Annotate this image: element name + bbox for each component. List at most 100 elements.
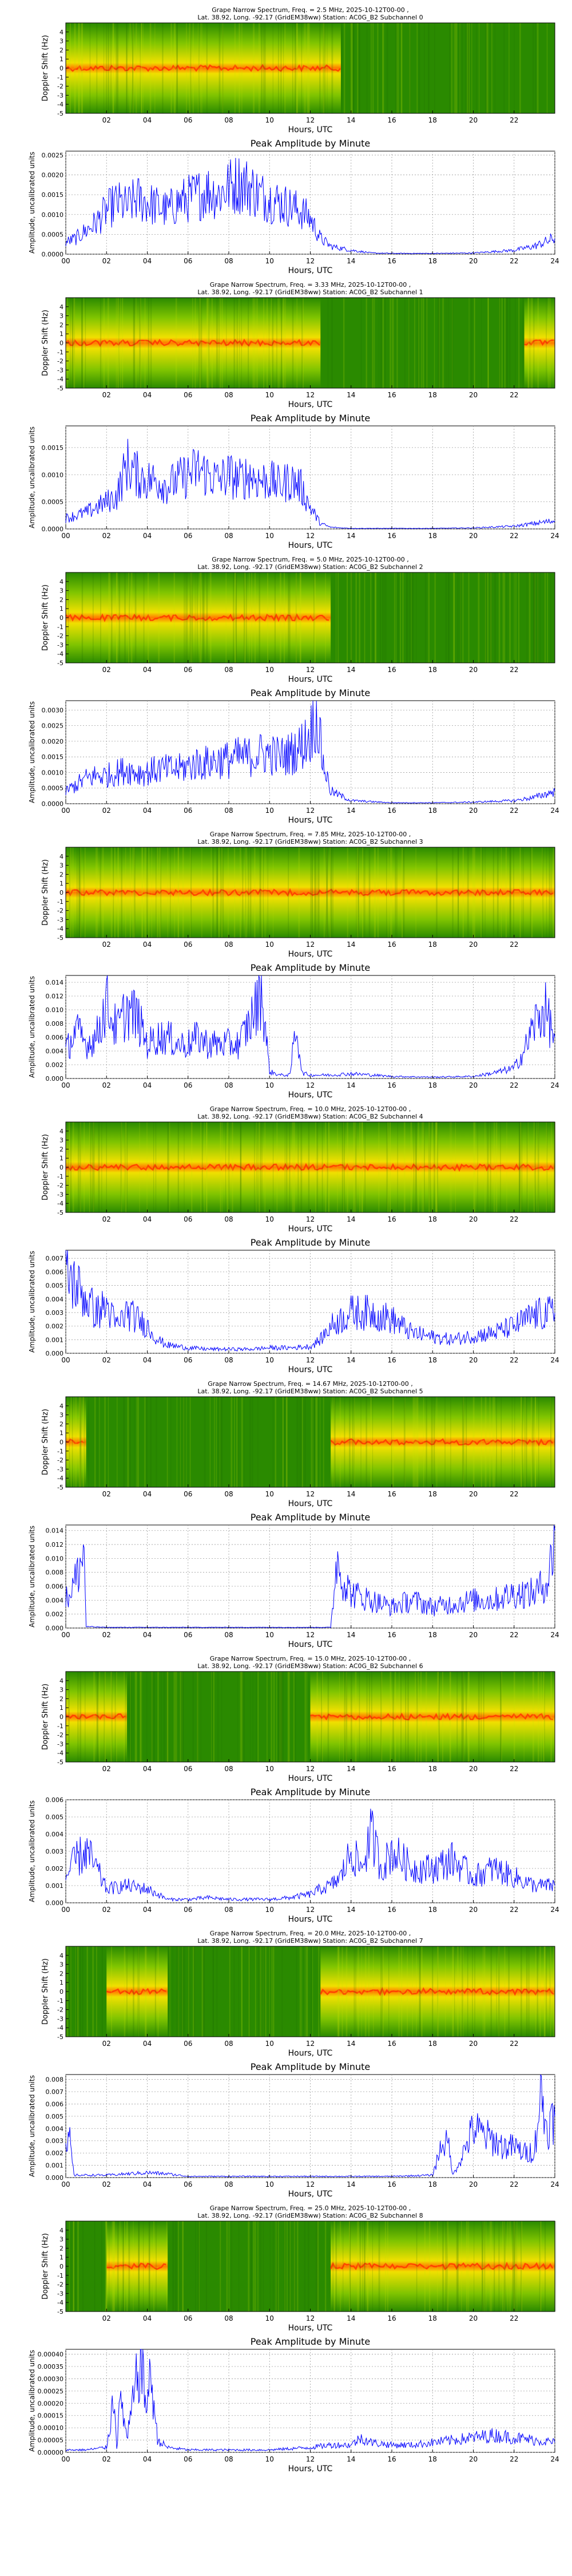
spectrogram-streak [117, 23, 119, 113]
x-tick-label: 24 [550, 257, 559, 265]
spectrogram-panel-16: Grape Narrow Spectrum, Freq. = 25.0 MHz,… [41, 2204, 557, 2333]
spectrogram-streak [484, 2221, 486, 2312]
spectrogram-streak [117, 2221, 119, 2312]
y-tick-label: 0.010 [46, 1006, 64, 1014]
spectrogram-streak [118, 572, 121, 663]
spectrogram-subtitle: Lat. 38.92, Long. -92.17 (GridEM38ww) St… [197, 1937, 423, 1945]
spectrogram-streak [301, 1397, 303, 1487]
x-tick-label: 16 [387, 1356, 396, 1364]
spectrogram-streak [550, 1672, 552, 1762]
spectrogram-streak [159, 847, 161, 938]
spectrogram-streak [226, 298, 227, 388]
spectrogram-streak [422, 1122, 423, 1212]
spectrogram-streak [249, 1946, 251, 2037]
spectrogram-streak [138, 2221, 140, 2312]
spectrogram-streak [282, 1397, 284, 1487]
spectrogram-streak [436, 1397, 438, 1487]
spectrogram-streak [189, 1397, 191, 1487]
spectrogram-streak [272, 298, 274, 388]
spectrogram-subtitle: Lat. 38.92, Long. -92.17 (GridEM38ww) St… [197, 2212, 423, 2219]
spectrogram-streak [553, 1946, 555, 2037]
spectrogram-streak [297, 1122, 299, 1212]
spectrogram-streak [531, 1397, 534, 1487]
spectrogram-title: Grape Narrow Spectrum, Freq. = 3.33 MHz,… [210, 281, 411, 289]
carrier-trace [106, 2262, 166, 2270]
spectrogram-streak [514, 1397, 515, 1487]
spectrogram-streak [528, 298, 530, 388]
spectrogram-streak [124, 1397, 125, 1487]
spectrogram-streak [283, 1672, 284, 1762]
spectrogram-streak [494, 572, 496, 663]
spectrogram-streak [294, 2221, 296, 2312]
spectrogram-streak [547, 298, 549, 388]
spectrogram-streak [206, 298, 209, 388]
spectrogram-streak [428, 572, 430, 663]
y-tick-label: 2 [59, 1145, 63, 1153]
spectrogram-streak [499, 1672, 502, 1762]
spectrogram-streak [543, 1946, 545, 2037]
y-tick-label: 0.004 [46, 1295, 64, 1303]
spectrogram-streak [120, 298, 121, 388]
spectrogram-streak [180, 1946, 182, 2037]
spectrogram-streak [68, 1672, 70, 1762]
spectrogram-streak [537, 1672, 539, 1762]
spectrogram-streak [72, 298, 73, 388]
y-axis-label: Doppler Shift (Hz) [41, 1684, 50, 1750]
spectrogram-streak [293, 1122, 295, 1212]
spectrogram-streak [458, 847, 459, 938]
spectrogram-streak [404, 1397, 406, 1487]
spectrogram-streak [277, 23, 279, 113]
spectrogram-streak [350, 23, 352, 113]
spectrogram-streak [461, 1672, 463, 1762]
y-axis-label: Amplitude, uncalibrated units [28, 426, 36, 528]
spectrogram-streak [471, 23, 472, 113]
spectrogram-streak [114, 1672, 116, 1762]
spectrogram-streak [132, 847, 134, 938]
spectrogram-streak [413, 1122, 415, 1212]
spectrogram-streak [296, 1946, 297, 2037]
spectrogram-streak [527, 1122, 529, 1212]
spectrogram-streak [522, 298, 525, 388]
spectrogram-streak [97, 847, 98, 938]
spectrogram-streak [267, 1672, 268, 1762]
spectrogram-streak [301, 1946, 303, 2037]
x-tick-label: 02 [102, 1081, 111, 1089]
spectrogram-streak [80, 1946, 81, 2037]
y-tick-label: -3 [57, 366, 63, 374]
spectrogram-streak [306, 1946, 307, 2037]
spectrogram-streak [197, 1672, 198, 1762]
spectrogram-streak [80, 1397, 82, 1487]
y-tick-label: 0.0005 [42, 499, 64, 506]
spectrogram-streak [366, 1672, 368, 1762]
x-tick-label: 02 [102, 1906, 111, 1914]
x-tick-label: 16 [387, 257, 396, 265]
spectrogram-streak [332, 1397, 333, 1487]
spectrogram-streak [374, 572, 376, 663]
spectrogram-streak [82, 1397, 85, 1487]
spectrogram-streak [364, 572, 366, 663]
amplitude-panel-1: Peak Amplitude by Minute0.00000.00050.00… [28, 138, 559, 275]
spectrogram-streak [231, 1397, 233, 1487]
spectrogram-streak [287, 2221, 288, 2312]
y-tick-label: 0.00040 [38, 2351, 64, 2358]
spectrogram-streak [467, 23, 469, 113]
spectrogram-streak [513, 2221, 515, 2312]
x-tick-label: 14 [347, 1356, 355, 1364]
spectrogram-streak [434, 23, 435, 113]
x-tick-label: 02 [102, 257, 111, 265]
spectrogram-streak [480, 1672, 482, 1762]
x-tick-label: 10 [265, 1631, 274, 1639]
spectrogram-streak [250, 1672, 251, 1762]
spectrogram-streak [147, 572, 149, 663]
x-axis-label: Hours, UTC [288, 675, 333, 684]
spectrogram-streak [549, 298, 551, 388]
x-tick-label: 16 [387, 116, 396, 124]
spectrogram-streak [271, 1946, 273, 2037]
spectrogram-streak [451, 298, 454, 388]
spectrogram-streak [396, 847, 398, 938]
spectrogram-streak [97, 1672, 99, 1762]
spectrogram-streak [350, 1672, 352, 1762]
y-tick-label: 3 [59, 1412, 63, 1419]
spectrogram-streak [126, 2221, 128, 2312]
amplitude-title: Peak Amplitude by Minute [251, 962, 371, 973]
